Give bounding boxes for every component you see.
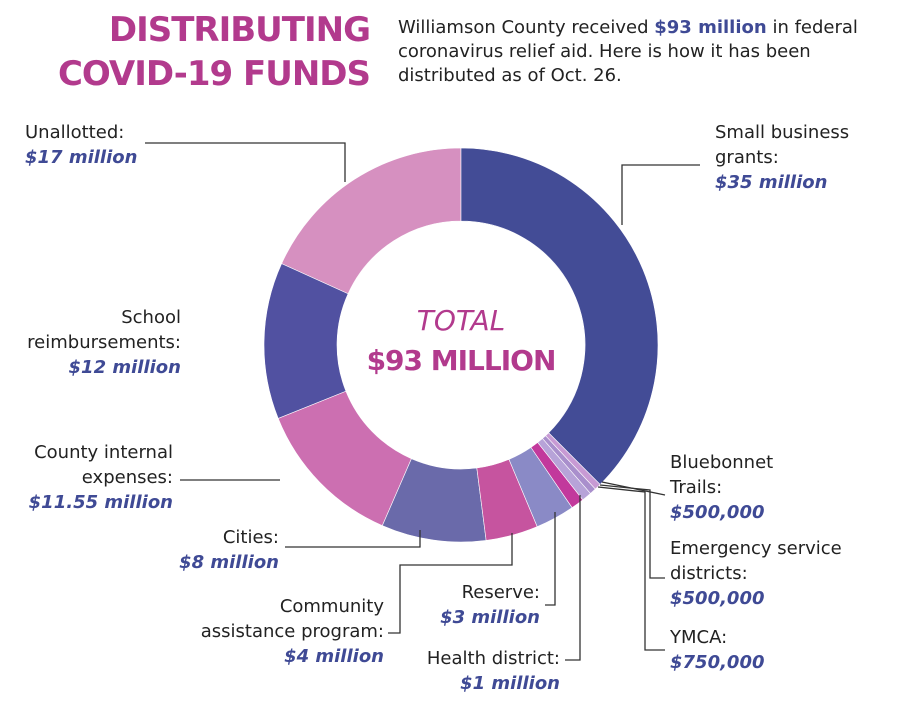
slice-label: School reimbursements: $12 million bbox=[10, 305, 181, 380]
category-name: Health district: bbox=[426, 648, 560, 669]
slice bbox=[530, 442, 584, 509]
leader-line bbox=[545, 512, 556, 606]
value-label: $4 million bbox=[284, 646, 384, 667]
value-label: $35 million bbox=[715, 172, 828, 193]
slice-label: Health district: $1 million bbox=[390, 646, 560, 696]
slice-label: Small business grants: $35 million bbox=[715, 120, 865, 195]
title-line: COVID-19 FUNDS bbox=[57, 54, 371, 94]
leader-line bbox=[565, 495, 581, 661]
value-label: $17 million bbox=[25, 147, 138, 168]
value-label: $8 million bbox=[179, 552, 279, 573]
slice-label: Cities: $8 million bbox=[120, 525, 279, 575]
value-label: $500,000 bbox=[670, 502, 765, 523]
leader-line bbox=[285, 530, 421, 548]
slice-label: Community assistance program: $4 million bbox=[180, 594, 384, 669]
subtitle-text: in federal coronavirus relief aid. Here … bbox=[398, 17, 858, 86]
leader-line bbox=[621, 164, 700, 225]
category-name: Community assistance program: bbox=[200, 596, 384, 642]
slice bbox=[460, 147, 659, 485]
leader-line bbox=[145, 142, 346, 182]
slice-label: County internal expenses: $11.55 million bbox=[10, 440, 173, 515]
slice bbox=[545, 432, 601, 490]
slice bbox=[281, 147, 462, 295]
center-label: TOTAL bbox=[417, 304, 505, 337]
value-label: $12 million bbox=[68, 357, 181, 378]
title: DISTRIBUTING COVID-19 FUNDS bbox=[57, 8, 371, 96]
leader-line bbox=[388, 533, 513, 634]
value-label: $1 million bbox=[460, 673, 560, 694]
leader-line bbox=[601, 481, 666, 496]
leader-line bbox=[597, 486, 665, 651]
value-label: $750,000 bbox=[670, 652, 765, 673]
slice bbox=[537, 438, 591, 501]
subtitle-text: Williamson County received bbox=[398, 17, 655, 38]
slice-label: Reserve: $3 million bbox=[400, 580, 540, 630]
category-name: YMCA: bbox=[670, 627, 728, 648]
slice bbox=[381, 458, 487, 543]
category-name: Reserve: bbox=[461, 582, 540, 603]
slice bbox=[277, 390, 412, 527]
slice bbox=[476, 458, 538, 541]
title-line: DISTRIBUTING bbox=[108, 10, 371, 50]
subtitle-highlight: $93 million bbox=[654, 17, 767, 38]
subtitle: Williamson County received $93 million i… bbox=[398, 16, 868, 88]
category-name: Emergency service districts: bbox=[670, 538, 842, 584]
center-total: $93 MILLION bbox=[367, 344, 556, 377]
category-name: Cities: bbox=[222, 527, 279, 548]
slice bbox=[263, 263, 349, 419]
leaders bbox=[145, 142, 700, 661]
slice-label: Bluebonnet Trails: $500,000 bbox=[670, 450, 800, 525]
slice bbox=[508, 446, 573, 528]
slice-label: Emergency service districts: $500,000 bbox=[670, 536, 870, 611]
value-label: $11.55 million bbox=[28, 492, 173, 513]
value-label: $500,000 bbox=[670, 588, 765, 609]
category-name: School reimbursements: bbox=[27, 307, 181, 353]
category-name: Bluebonnet Trails: bbox=[670, 452, 774, 498]
slice-label: YMCA: $750,000 bbox=[670, 625, 820, 675]
category-name: Small business grants: bbox=[715, 122, 850, 168]
leader-line bbox=[599, 484, 665, 579]
category-name: Unallotted: bbox=[25, 122, 125, 143]
category-name: County internal expenses: bbox=[34, 442, 173, 488]
slice bbox=[542, 435, 596, 494]
slice-label: Unallotted: $17 million bbox=[25, 120, 175, 170]
value-label: $3 million bbox=[440, 607, 540, 628]
